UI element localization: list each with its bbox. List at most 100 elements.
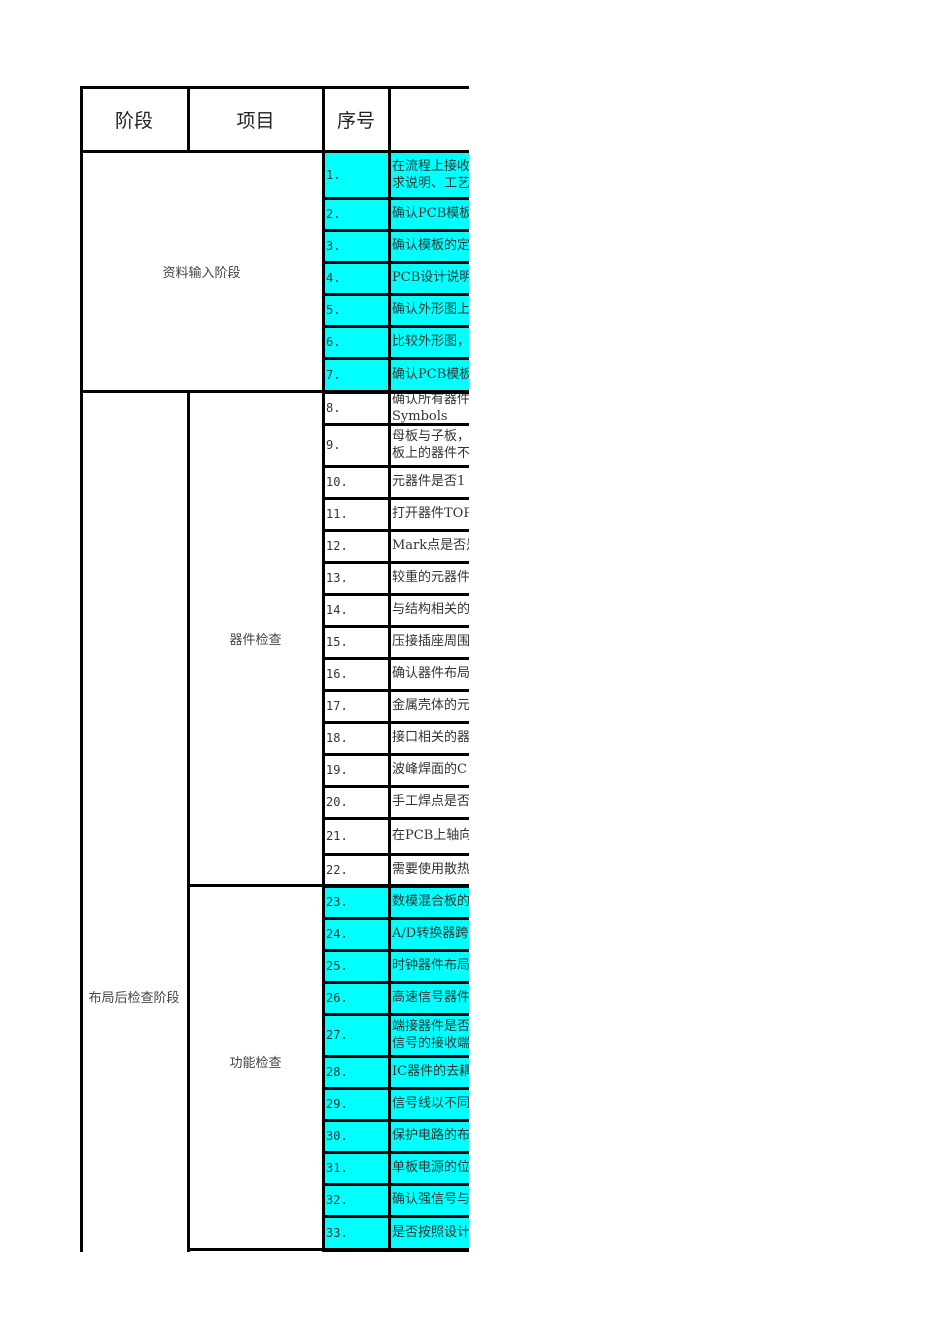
row-divider [323,293,469,296]
row-divider [323,1151,469,1154]
row-seq-cell[interactable]: 10. [323,466,389,498]
row-content-cell[interactable]: 金属壳体的元 [389,690,469,722]
column-divider [187,390,190,1252]
row-seq-cell[interactable]: 30. [323,1120,389,1152]
row-divider [323,423,469,426]
row-seq-cell[interactable]: 24. [323,918,389,950]
row-seq-cell[interactable]: 13. [323,562,389,594]
header-stage: 阶段 [80,86,188,152]
row-divider [323,1183,469,1186]
row-seq-cell[interactable]: 31. [323,1152,389,1184]
row-divider [323,325,469,328]
row-seq-cell[interactable]: 23. [323,886,389,918]
row-seq-cell[interactable]: 11. [323,498,389,530]
row-content-cell[interactable]: 保护电路的布 [389,1120,469,1152]
row-seq-cell[interactable]: 14. [323,594,389,626]
table-left-border [80,86,83,1252]
row-content-cell[interactable]: 在PCB上轴向 [389,818,469,854]
row-content-cell[interactable]: 较重的元器件 [389,562,469,594]
row-seq-cell[interactable]: 25. [323,950,389,982]
row-content-cell[interactable]: 手工焊点是否 [389,786,469,818]
row-content-cell[interactable]: 确认PCB模板 [389,358,469,392]
row-seq-cell[interactable]: 2. [323,198,389,230]
row-divider [323,625,469,628]
row-seq-cell[interactable]: 12. [323,530,389,562]
row-content-cell[interactable]: 确认外形图上 [389,294,469,326]
row-content-cell[interactable]: 确认模板的定 [389,230,469,262]
row-seq-cell[interactable]: 28. [323,1056,389,1088]
row-seq-cell[interactable]: 4. [323,262,389,294]
header-content [389,86,469,152]
row-seq-cell[interactable]: 20. [323,786,389,818]
row-seq-cell[interactable]: 6. [323,326,389,358]
column-divider [322,86,325,1252]
row-content-cell[interactable]: 数模混合板的 [389,886,469,918]
row-divider [323,1087,469,1090]
row-divider [323,465,469,468]
row-seq-cell[interactable]: 17. [323,690,389,722]
row-seq-cell[interactable]: 27. [323,1014,389,1056]
row-divider [323,885,469,888]
row-seq-cell[interactable]: 26. [323,982,389,1014]
row-content-cell[interactable]: Mark点是否是 [389,530,469,562]
row-seq-cell[interactable]: 21. [323,818,389,854]
row-content-cell[interactable]: 在流程上接收 求说明、工艺 [389,152,469,198]
row-seq-cell[interactable]: 8. [323,392,389,424]
row-content-cell[interactable]: 比较外形图， [389,326,469,358]
row-content-cell[interactable]: 打开器件TOP [389,498,469,530]
header-bottom-border [80,150,469,153]
row-divider [323,917,469,920]
row-divider [323,657,469,660]
row-content-cell[interactable]: 需要使用散热 [389,854,469,886]
row-content-cell[interactable]: 确认PCB模板 [389,198,469,230]
row-seq-cell[interactable]: 18. [323,722,389,754]
row-content-cell[interactable]: 波峰焊面的C [389,754,469,786]
row-content-cell[interactable]: IC器件的去耦 [389,1056,469,1088]
row-content-cell[interactable]: 与结构相关的 [389,594,469,626]
table-top-border [80,86,469,89]
row-seq-cell[interactable]: 9. [323,424,389,466]
stage-post-layout: 布局后检查阶段 [80,392,188,1252]
stage-data-input: 资料输入阶段 [80,152,323,392]
row-content-cell[interactable]: 压接插座周围 [389,626,469,658]
row-content-cell[interactable]: A/D转换器跨 [389,918,469,950]
row-divider [323,357,469,360]
column-divider [388,86,391,1252]
row-content-cell[interactable]: 确认强信号与 [389,1184,469,1216]
row-divider [323,1215,469,1218]
row-divider [323,261,469,264]
column-divider [187,86,190,152]
row-content-cell[interactable]: PCB设计说明 [389,262,469,294]
row-divider [323,817,469,820]
row-seq-cell[interactable]: 33. [323,1216,389,1250]
row-divider [323,497,469,500]
row-seq-cell[interactable]: 19. [323,754,389,786]
row-divider [323,753,469,756]
row-divider [323,229,469,232]
row-seq-cell[interactable]: 7. [323,358,389,392]
row-content-cell[interactable]: 确认所有器件 Symbols [389,392,469,424]
row-content-cell[interactable]: 端接器件是否 信号的接收端 [389,1014,469,1056]
row-divider [323,721,469,724]
row-seq-cell[interactable]: 15. [323,626,389,658]
row-content-cell[interactable]: 单板电源的位 [389,1152,469,1184]
row-content-cell[interactable]: 高速信号器件 [389,982,469,1014]
item-component-check: 器件检查 [188,392,323,886]
row-seq-cell[interactable]: 29. [323,1088,389,1120]
row-content-cell[interactable]: 元器件是否1 [389,466,469,498]
row-content-cell[interactable]: 接口相关的器 [389,722,469,754]
row-content-cell[interactable]: 信号线以不同 [389,1088,469,1120]
row-seq-cell[interactable]: 5. [323,294,389,326]
row-divider [323,197,469,200]
item-function-check: 功能检查 [188,886,323,1250]
row-seq-cell[interactable]: 16. [323,658,389,690]
row-content-cell[interactable]: 是否按照设计 [389,1216,469,1250]
row-seq-cell[interactable]: 22. [323,854,389,886]
row-seq-cell[interactable]: 3. [323,230,389,262]
row-seq-cell[interactable]: 32. [323,1184,389,1216]
row-seq-cell[interactable]: 1. [323,152,389,198]
row-content-cell[interactable]: 时钟器件布局 [389,950,469,982]
row-content-cell[interactable]: 确认器件布局 [389,658,469,690]
row-content-cell[interactable]: 母板与子板， 板上的器件不 [389,424,469,466]
